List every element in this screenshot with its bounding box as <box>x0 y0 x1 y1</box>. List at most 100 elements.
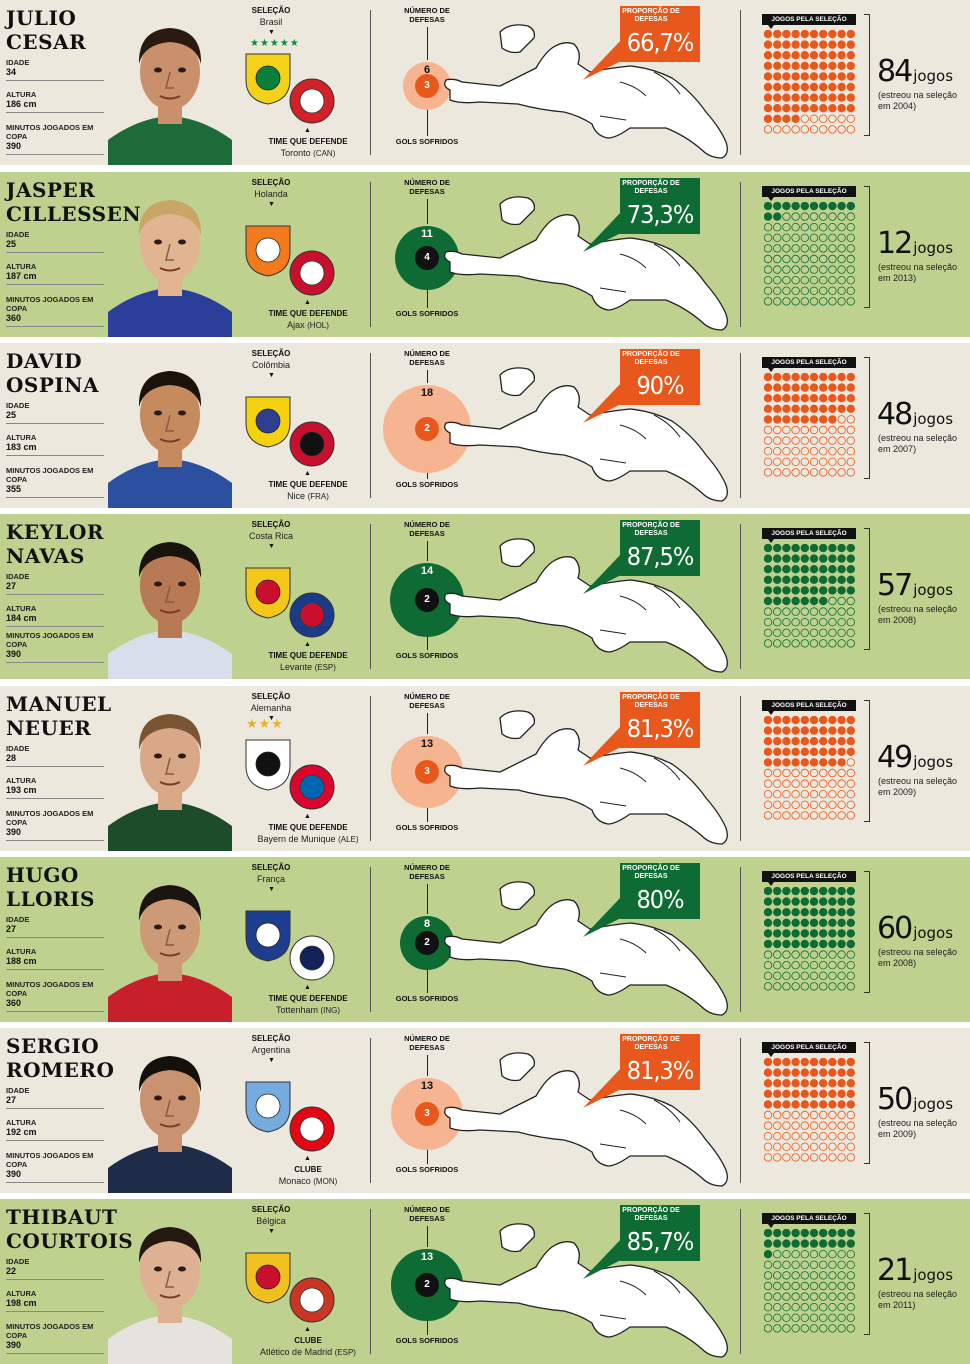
game-dot <box>819 726 828 735</box>
game-dot <box>846 114 855 123</box>
games-header: JOGOS PELA SELEÇÃO <box>762 14 856 25</box>
club-label: CLUBE <box>294 1165 322 1174</box>
right-eye <box>178 239 186 245</box>
game-dot <box>800 1110 809 1120</box>
club-crest-inner <box>299 602 325 628</box>
games-word: jogos <box>913 753 954 771</box>
game-dot <box>772 897 782 906</box>
game-dot <box>800 737 809 746</box>
game-dot <box>791 372 800 382</box>
diving-goalkeeper-icon <box>440 355 760 508</box>
game-dot <box>800 446 809 456</box>
game-dot <box>791 982 800 991</box>
game-dot <box>809 1228 819 1238</box>
game-dot <box>800 1121 809 1130</box>
game-dot <box>819 908 828 917</box>
game-dot <box>837 1153 846 1162</box>
age-stat: IDADE 25 <box>6 230 104 253</box>
game-dot <box>800 468 809 477</box>
player-row: JULIO CESAR IDADE 34 ALTURA 186 cm MINUTOS JOG… <box>0 0 970 165</box>
game-dot <box>819 950 828 959</box>
shirt <box>108 973 232 1022</box>
game-dot <box>828 1302 837 1312</box>
game-dot <box>809 1142 819 1151</box>
game-dot <box>837 758 846 767</box>
game-dot <box>800 1281 809 1291</box>
player-row: MANUEL NEUER IDADE 28 ALTURA 193 cm MINUTOS JO… <box>0 686 970 851</box>
speech-pointer-icon <box>583 26 703 91</box>
game-dot <box>782 1121 791 1130</box>
game-dot <box>819 737 828 746</box>
player-name: JULIO CESAR <box>6 6 86 54</box>
game-dot <box>819 265 828 274</box>
game-dot <box>837 125 846 134</box>
hair <box>138 1227 202 1263</box>
national-team-label: SELEÇÃO <box>251 692 291 701</box>
game-dot <box>809 233 819 242</box>
game-dot <box>828 726 837 735</box>
proportion-box <box>620 692 700 748</box>
goals-value: 3 <box>415 1102 439 1126</box>
national-team-name: Bélgica <box>256 1216 286 1226</box>
age-stat: IDADE 27 <box>6 572 104 595</box>
saves-value: 18 <box>420 387 434 399</box>
game-dot <box>828 950 837 959</box>
minutes-stat-value: 360 <box>6 313 22 323</box>
game-dot <box>800 404 809 413</box>
right-eye <box>178 924 186 930</box>
game-dot <box>772 1131 782 1141</box>
game-dot <box>846 212 855 221</box>
left-eye <box>154 924 162 930</box>
minutes-stat: MINUTOS JOGADOS EM COPA 390 <box>6 1322 104 1354</box>
game-dot <box>763 1068 773 1077</box>
up-arrow-icon: ▲ <box>304 1155 311 1162</box>
game-dot <box>800 1089 809 1098</box>
proportion-box <box>620 520 700 576</box>
game-dot <box>819 383 828 392</box>
game-dot <box>800 897 809 906</box>
game-dot <box>837 628 846 637</box>
game-dot <box>837 1110 846 1120</box>
game-dot <box>837 93 846 102</box>
games-header-pointer <box>768 1224 774 1228</box>
game-dot <box>846 254 855 264</box>
national-crest-icon <box>244 222 292 283</box>
game-dot <box>763 72 773 81</box>
game-dot <box>800 372 809 382</box>
game-dot <box>837 908 846 917</box>
divider-line <box>740 524 741 669</box>
debut-year: (estreou na seleção em 2008) <box>878 947 958 968</box>
game-dot <box>791 201 800 211</box>
game-dot <box>782 297 791 306</box>
game-dot <box>809 596 819 606</box>
minutes-stat-value: 390 <box>6 141 22 151</box>
game-dot <box>809 29 819 39</box>
game-dot <box>828 72 837 81</box>
player-row: DAVID OSPINA IDADE 25 ALTURA 183 cm MINUTOS JO… <box>0 343 970 508</box>
game-dot <box>791 726 800 735</box>
game-dot <box>828 61 837 70</box>
game-dot <box>800 1302 809 1312</box>
games-total: 60 jogos <box>877 913 953 949</box>
saves-value: 13 <box>420 738 434 751</box>
games-header: JOGOS PELA SELEÇÃO <box>762 700 856 711</box>
divider-line <box>740 10 741 155</box>
game-dot <box>846 1260 855 1269</box>
game-dot <box>800 1142 809 1151</box>
game-dot <box>791 1068 800 1077</box>
game-dot <box>800 29 809 39</box>
game-dot <box>828 982 837 991</box>
game-dot <box>809 1281 819 1291</box>
game-dot <box>800 61 809 70</box>
player-first-name: THIBAUT <box>6 1205 118 1229</box>
tick-line <box>427 1055 428 1077</box>
club-label: TIME QUE DEFENDE <box>268 651 348 660</box>
game-dot <box>772 436 782 445</box>
player-first-name: HUGO <box>6 863 79 887</box>
keeper-arm <box>499 367 536 397</box>
games-header: JOGOS PELA SELEÇÃO <box>762 1213 856 1224</box>
club-label: TIME QUE DEFENDE <box>268 823 348 832</box>
proportion-label: PROPORÇÃO DE DEFESAS <box>622 865 680 880</box>
game-dot <box>791 1324 800 1333</box>
player-row: THIBAUT COURTOIS IDADE 22 ALTURA 198 cm MINUTO… <box>0 1199 970 1364</box>
